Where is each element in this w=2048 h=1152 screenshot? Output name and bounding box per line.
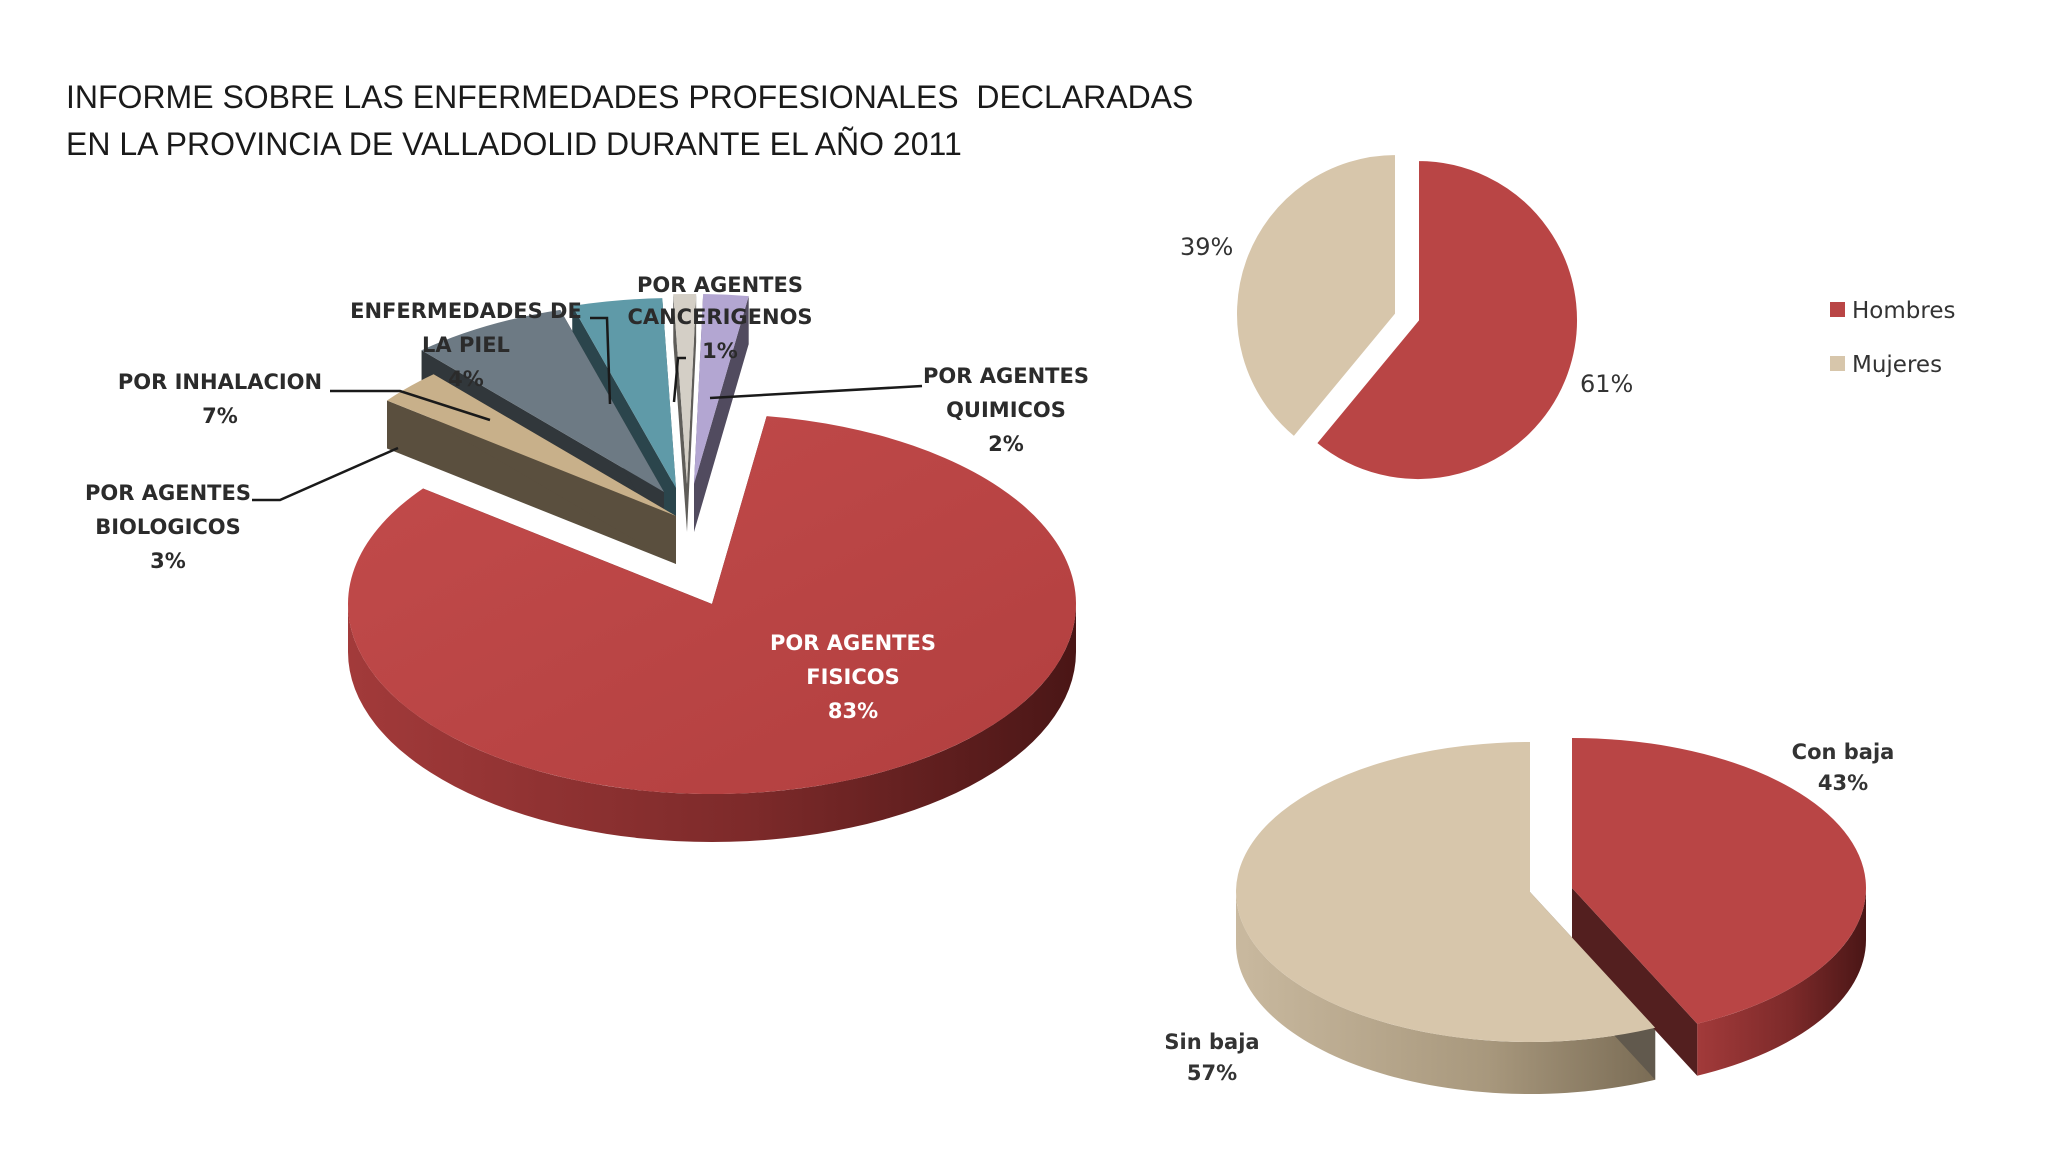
label-agentes-cancerigenos: POR AGENTES CANCERIGENOS xyxy=(627,273,812,329)
pie-slice-enfermedades-de-la-piel xyxy=(572,298,676,488)
legend-swatch-hombres xyxy=(1830,302,1845,317)
pie-slice-por-inhalacion xyxy=(421,309,664,492)
pie-slice-cut xyxy=(673,294,687,532)
pie-slice-mujeres xyxy=(1235,152,1397,439)
pie-slice-sin-baja xyxy=(1235,742,1656,1043)
pie-slice-cut xyxy=(386,400,676,564)
report-title-line-2: EN LA PROVINCIA DE VALLADOLID DURANTE EL… xyxy=(66,126,962,162)
pie-slice-cut xyxy=(1572,888,1698,1076)
leader-line xyxy=(709,384,923,400)
label-inhalacion: POR INHALACION 7% xyxy=(118,370,322,428)
legend-label-mujeres: Mujeres xyxy=(1852,352,1942,378)
label-sin-baja: Sin baja 57% xyxy=(1164,1030,1259,1085)
pie-slice-cut xyxy=(694,296,749,532)
label-agentes-cancerigenos-pct: 1% xyxy=(702,339,738,363)
pie-slice-side xyxy=(348,604,1076,842)
leader-line xyxy=(330,389,491,422)
legend-label-hombres: Hombres xyxy=(1852,298,1955,324)
pie-slice-por-agentes-cancerigenos xyxy=(673,294,697,484)
pie-slice-por-agentes-fisicos xyxy=(347,416,1076,795)
report-title-line-1: INFORME SOBRE LAS ENFERMEDADES PROFESION… xyxy=(66,79,1194,115)
report-title: INFORME SOBRE LAS ENFERMEDADES PROFESION… xyxy=(66,74,1266,168)
label-agentes-fisicos: POR AGENTES FISICOS 83% xyxy=(770,631,936,723)
label-agentes-quimicos: POR AGENTES QUIMICOS 2% xyxy=(923,364,1089,456)
leader-line xyxy=(672,356,686,403)
label-con-baja: Con baja 43% xyxy=(1792,740,1895,795)
pie-chart-sick-leave: Con baja 43% Sin baja 57% xyxy=(1164,738,1894,1094)
pie-slice-cut xyxy=(687,294,697,532)
pie-chart-gender: 61% 39% Hombres Mujeres xyxy=(1180,152,1955,481)
leader-line xyxy=(590,316,612,405)
leader-line xyxy=(252,446,399,502)
pie-slice-por-agentes-quimicos xyxy=(694,294,749,484)
pie-slice-hombres xyxy=(1314,158,1579,481)
label-agentes-biologicos: POR AGENTES BIOLOGICOS 3% xyxy=(85,481,251,573)
label-hombres-pct: 61% xyxy=(1580,370,1633,398)
pie-slice-side xyxy=(1236,892,1656,1094)
legend-swatch-mujeres xyxy=(1830,356,1845,371)
pie-slice-side xyxy=(1697,888,1866,1076)
label-enfermedades-piel: ENFERMEDADES DE LA PIEL 4% xyxy=(350,299,582,391)
pie-slice-con-baja xyxy=(1572,738,1866,1024)
label-mujeres-pct: 39% xyxy=(1180,233,1233,261)
pie-chart-disease-types: POR AGENTES FISICOS 83% POR AGENTES BIOLOGIC… xyxy=(85,273,1089,842)
